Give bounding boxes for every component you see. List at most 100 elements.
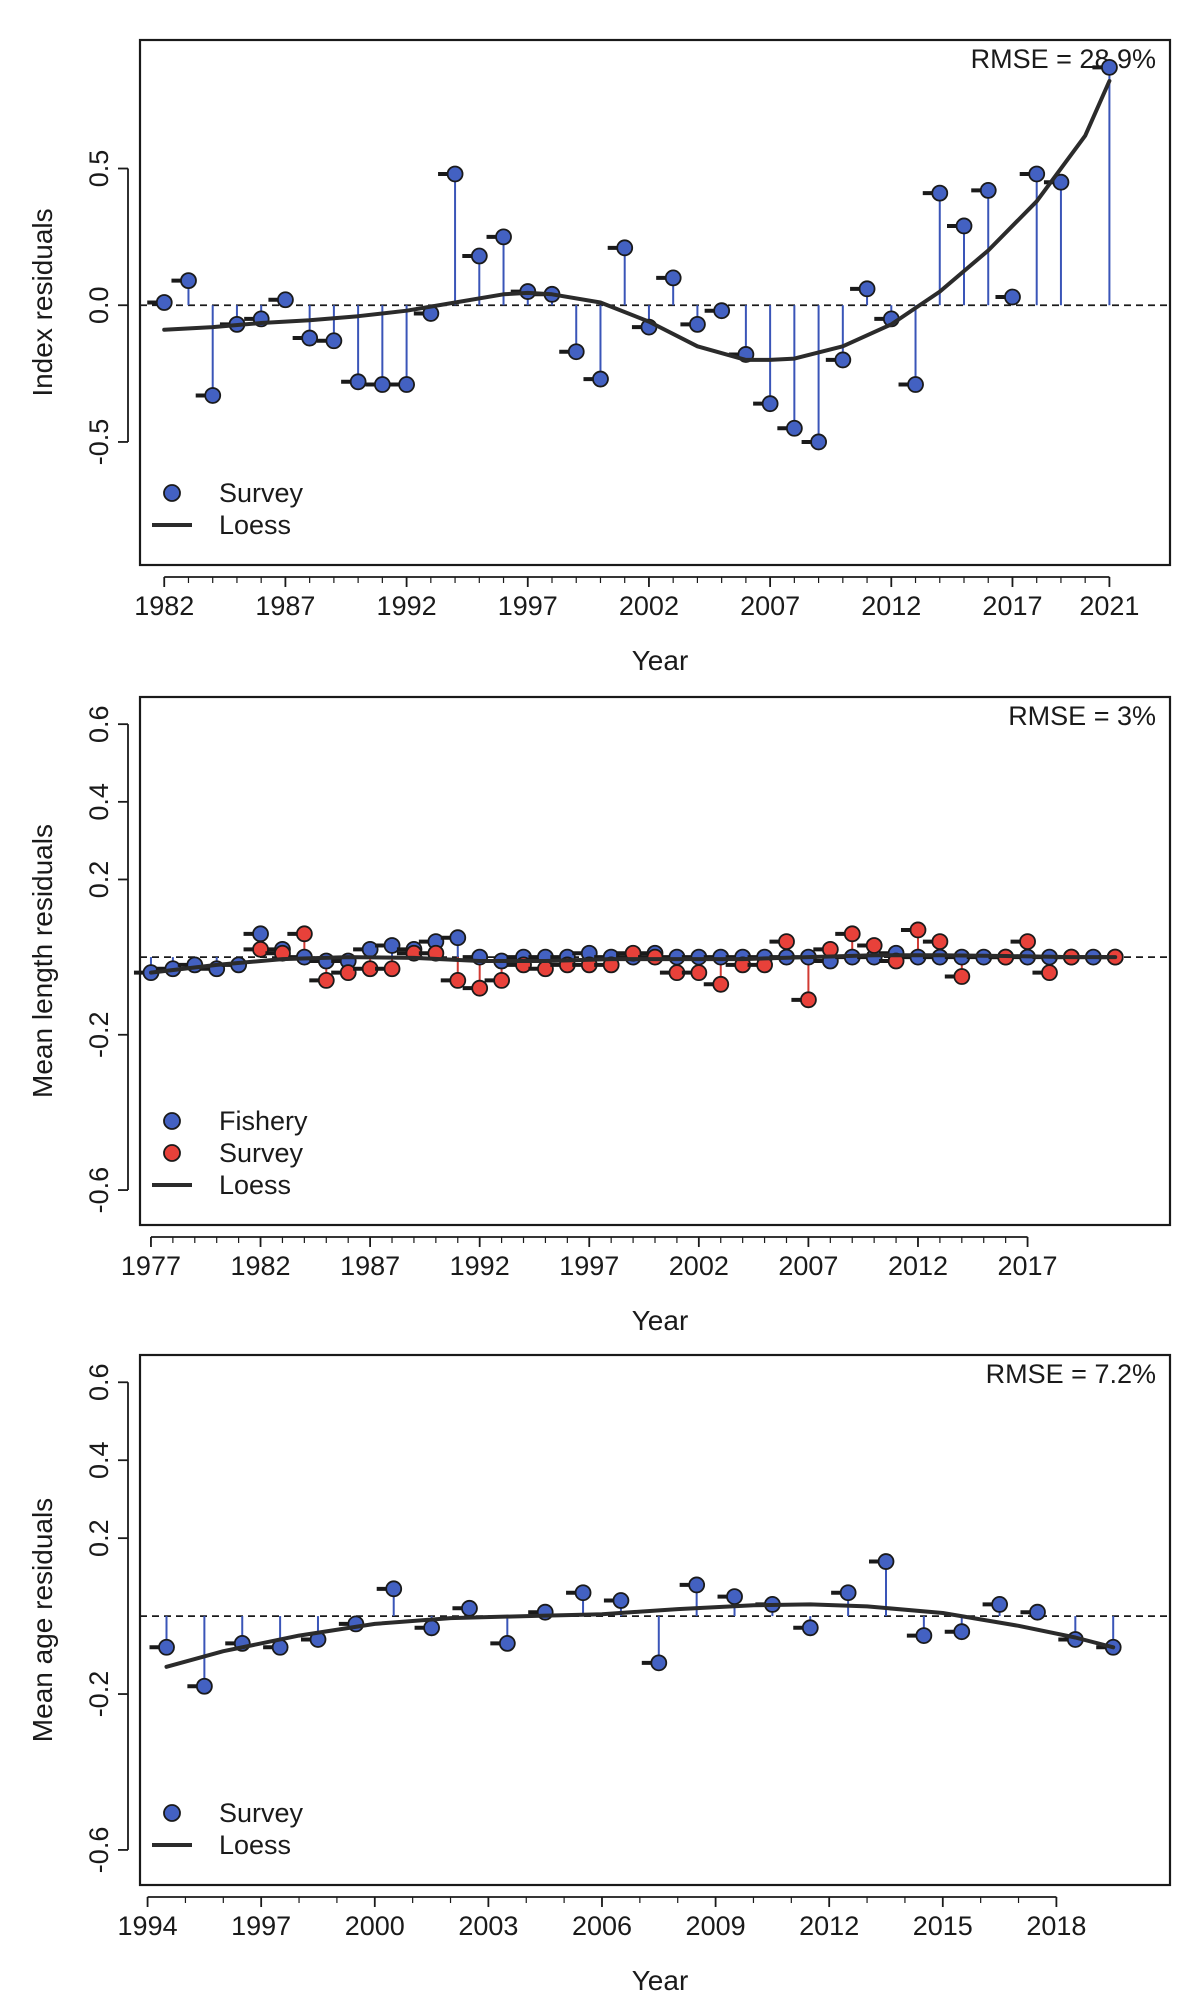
data-point bbox=[383, 937, 401, 954]
rmse-annotation: RMSE = 7.2% bbox=[986, 1359, 1156, 1389]
data-point bbox=[277, 291, 294, 309]
y-axis-label: Mean age residuals bbox=[27, 1498, 58, 1742]
x-tick-label: 1992 bbox=[377, 591, 437, 621]
data-point bbox=[471, 979, 489, 997]
legend-label: Fishery bbox=[219, 1106, 308, 1136]
chart-panel-1: 1982 1987 1992 1997 2002 2007 2012 2017 2021 Year… bbox=[27, 38, 1172, 676]
data-point bbox=[616, 239, 634, 257]
x-tick-label: 2017 bbox=[998, 1251, 1058, 1281]
data-point bbox=[493, 972, 510, 989]
data-point bbox=[931, 933, 949, 950]
y-axis-label: Mean length residuals bbox=[27, 824, 58, 1098]
data-point bbox=[574, 1584, 592, 1602]
data-point bbox=[1004, 288, 1021, 306]
x-tick-label: 1997 bbox=[559, 1251, 619, 1281]
y-tick-label: 0.6 bbox=[84, 705, 114, 743]
x-tick-label: 2021 bbox=[1079, 591, 1139, 621]
data-point bbox=[931, 184, 949, 202]
data-point bbox=[301, 329, 319, 347]
x-tick-label: 2018 bbox=[1026, 1911, 1086, 1941]
y-tick-label: 0.4 bbox=[84, 1441, 114, 1479]
data-point bbox=[713, 302, 731, 320]
y-tick-label: 0.6 bbox=[84, 1364, 114, 1402]
data-point bbox=[295, 925, 313, 943]
loess-line bbox=[149, 953, 1118, 975]
x-tick-label: 1987 bbox=[255, 591, 315, 621]
legend-label: Survey bbox=[219, 478, 304, 508]
data-point bbox=[612, 1592, 630, 1609]
x-tick-label: 2015 bbox=[913, 1911, 973, 1941]
data-point bbox=[650, 1654, 668, 1672]
data-point bbox=[398, 376, 415, 393]
x-tick-label: 1982 bbox=[230, 1251, 290, 1281]
data-point bbox=[1052, 173, 1070, 191]
chart-panel-2: 1977 1982 1987 1992 1997 2002 2007 2012 2017 Year… bbox=[27, 695, 1172, 1336]
x-tick-label: 2007 bbox=[740, 591, 800, 621]
x-tick-label: 1982 bbox=[134, 591, 194, 621]
x-tick-label: 2009 bbox=[686, 1911, 746, 1941]
rmse-annotation: RMSE = 28.9% bbox=[971, 44, 1156, 74]
x-tick-label: 1997 bbox=[498, 591, 558, 621]
data-point bbox=[690, 964, 708, 982]
rmse-annotation: RMSE = 3% bbox=[1008, 701, 1156, 731]
data-point bbox=[953, 1623, 971, 1641]
x-tick-label: 2012 bbox=[799, 1911, 859, 1941]
data-point bbox=[204, 387, 222, 404]
x-tick-label: 1977 bbox=[121, 1251, 181, 1281]
data-point bbox=[689, 315, 706, 333]
data-point bbox=[325, 332, 343, 350]
data-point bbox=[664, 269, 682, 287]
data-point bbox=[158, 1638, 175, 1656]
data-point bbox=[1041, 964, 1058, 982]
x-tick-label: 1994 bbox=[118, 1911, 178, 1941]
data-point bbox=[180, 272, 197, 290]
x-tick-label: 1997 bbox=[231, 1911, 291, 1941]
x-tick-label: 2017 bbox=[982, 591, 1042, 621]
data-point bbox=[252, 940, 269, 958]
y-axis-label: Index residuals bbox=[27, 208, 58, 396]
data-point bbox=[801, 1619, 819, 1637]
data-point bbox=[778, 933, 795, 950]
legend-label: Loess bbox=[219, 1830, 291, 1860]
y-tick-label: 0.5 bbox=[84, 150, 114, 188]
x-tick-label: 2006 bbox=[572, 1911, 632, 1941]
y-tick-label: 0.0 bbox=[84, 286, 114, 324]
data-point bbox=[155, 294, 173, 311]
data-point bbox=[712, 975, 730, 993]
chart-panel-3: 1994 1997 2000 2003 2006 2009 2012 2015 2018 Year… bbox=[27, 1353, 1172, 1996]
data-point bbox=[953, 968, 971, 985]
data-point bbox=[498, 1634, 516, 1652]
x-axis-label: Year bbox=[632, 1305, 689, 1336]
y-tick-label: 0.4 bbox=[84, 783, 114, 821]
data-point bbox=[810, 433, 827, 451]
loess-line bbox=[164, 1602, 1116, 1669]
data-point bbox=[955, 217, 973, 235]
x-axis-label: Year bbox=[632, 1965, 689, 1996]
data-point bbox=[909, 921, 927, 939]
data-point bbox=[979, 181, 997, 199]
data-point bbox=[991, 1596, 1008, 1613]
data-point bbox=[865, 937, 883, 954]
data-point bbox=[495, 228, 512, 246]
y-tick-label: -0.6 bbox=[84, 1827, 114, 1874]
data-point bbox=[449, 972, 467, 989]
x-tick-label: 2012 bbox=[888, 1251, 948, 1281]
data-point bbox=[446, 165, 464, 183]
data-point bbox=[907, 376, 924, 393]
y-tick-label: -0.5 bbox=[84, 419, 114, 466]
data-point bbox=[317, 972, 335, 989]
data-point bbox=[252, 925, 269, 943]
plot-frame bbox=[138, 1353, 1172, 1887]
x-tick-label: 1987 bbox=[340, 1251, 400, 1281]
legend-swatch-point bbox=[163, 1144, 181, 1162]
data-point bbox=[373, 376, 391, 393]
data-point bbox=[470, 247, 488, 265]
data-point bbox=[834, 351, 852, 369]
data-point bbox=[449, 929, 467, 947]
legend-label: Loess bbox=[219, 510, 291, 540]
y-tick-label: -0.2 bbox=[84, 1671, 114, 1718]
data-point bbox=[461, 1599, 478, 1617]
x-tick-label: 2002 bbox=[669, 1251, 729, 1281]
x-tick-label: 2012 bbox=[861, 591, 921, 621]
